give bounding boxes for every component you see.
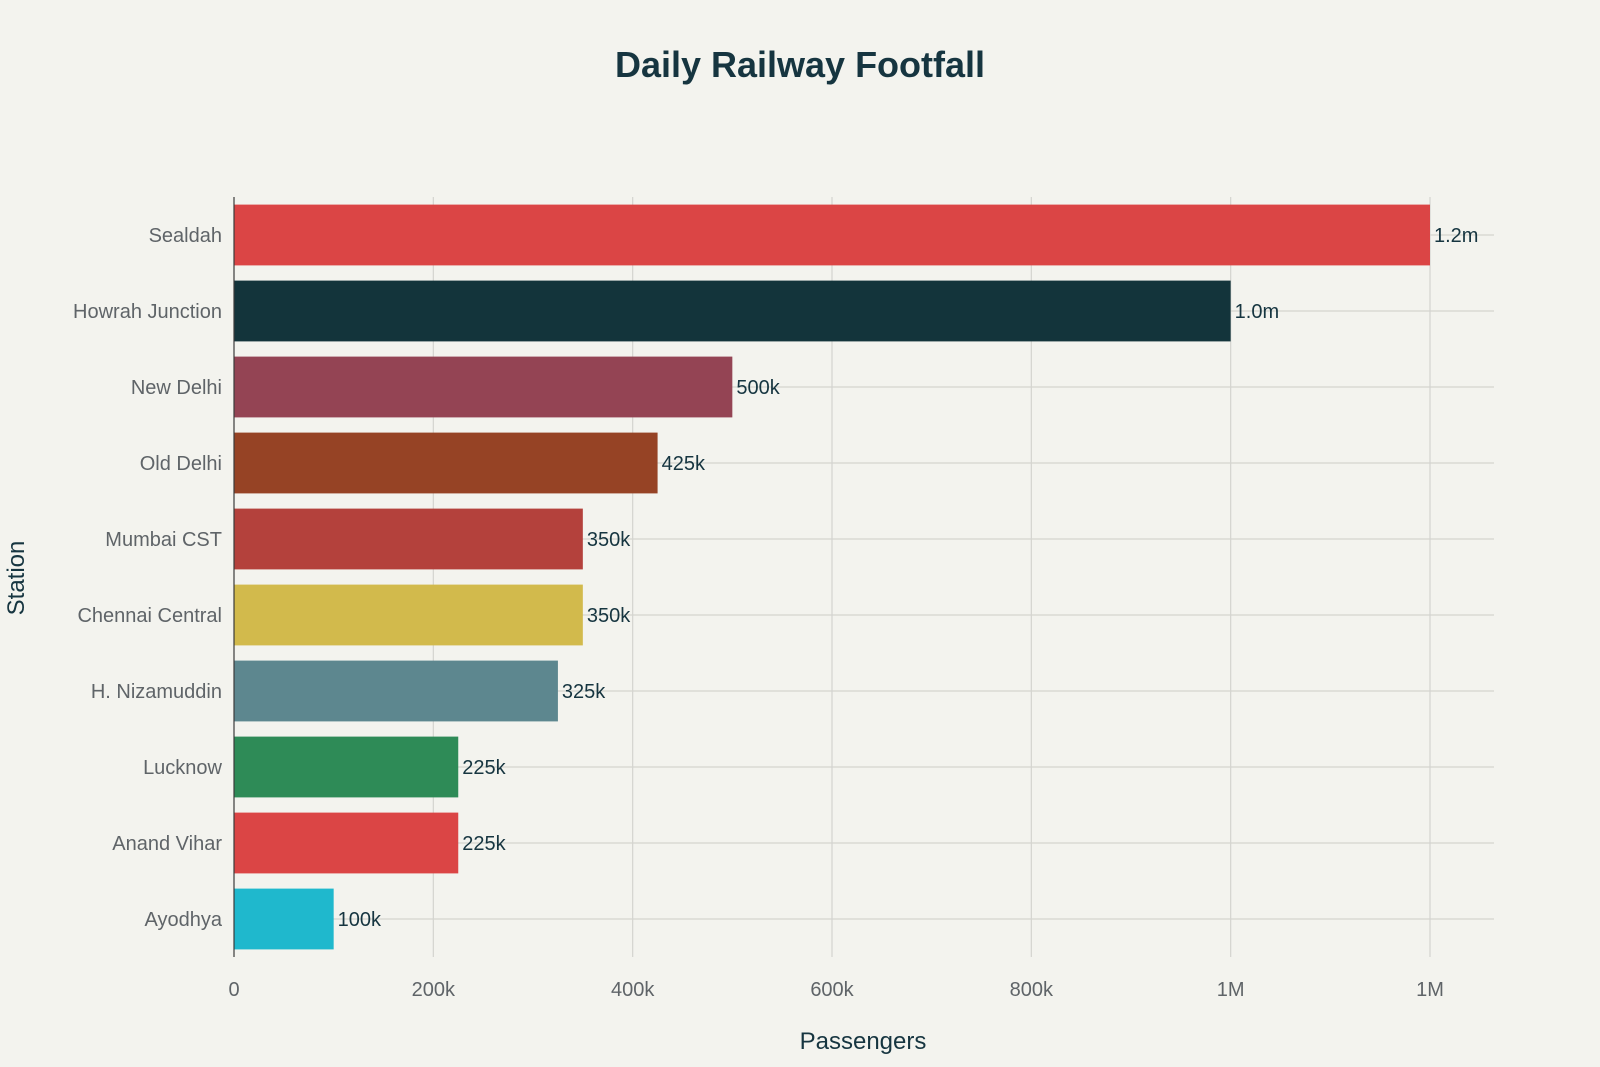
bar[interactable] — [234, 281, 1231, 342]
bar[interactable] — [234, 585, 583, 646]
y-tick-label: Ayodhya — [145, 909, 223, 931]
y-tick-label: Lucknow — [143, 757, 222, 779]
x-tick-label: 600k — [810, 979, 854, 1001]
bar[interactable] — [234, 661, 558, 722]
bar[interactable] — [234, 433, 658, 494]
data-label: 425k — [662, 453, 706, 475]
x-tick-label: 1M — [1217, 979, 1245, 1001]
data-label: 100k — [338, 909, 382, 931]
y-tick-label: Old Delhi — [140, 453, 222, 475]
data-label: 500k — [736, 377, 780, 399]
y-tick-label: Sealdah — [149, 225, 222, 247]
bar[interactable] — [234, 357, 732, 418]
x-tick-label: 1M — [1416, 979, 1444, 1001]
y-tick-label: H. Nizamuddin — [91, 681, 222, 703]
x-tick-label: 400k — [611, 979, 655, 1001]
data-label: 1.0m — [1235, 301, 1279, 323]
data-label: 225k — [462, 833, 506, 855]
data-label: 225k — [462, 757, 506, 779]
x-axis-title: Passengers — [800, 1028, 927, 1055]
x-tick-label: 0 — [228, 979, 239, 1001]
bar[interactable] — [234, 889, 334, 950]
x-tick-label: 200k — [412, 979, 456, 1001]
y-axis-title: Station — [3, 541, 30, 616]
chart-title: Daily Railway Footfall — [615, 44, 985, 85]
bar[interactable] — [234, 813, 458, 874]
bar[interactable] — [234, 509, 583, 570]
data-label: 325k — [562, 681, 606, 703]
data-label: 350k — [587, 605, 631, 627]
x-tick-label: 800k — [1010, 979, 1054, 1001]
bar[interactable] — [234, 737, 458, 798]
bar-chart: 1.2m 1.0m 500k 425k 350k 350k 325k 225k 225k 100k… — [0, 0, 1600, 1067]
y-tick-label: New Delhi — [131, 377, 222, 399]
chart-container: 1.2m 1.0m 500k 425k 350k 350k 325k 225k 225k 100k… — [0, 0, 1600, 1067]
y-tick-label: Howrah Junction — [73, 301, 222, 323]
data-label: 350k — [587, 529, 631, 551]
y-tick-label: Mumbai CST — [105, 529, 222, 551]
y-tick-label: Anand Vihar — [112, 833, 222, 855]
y-tick-label: Chennai Central — [77, 605, 222, 627]
bar[interactable] — [234, 205, 1430, 266]
data-label: 1.2m — [1434, 225, 1478, 247]
